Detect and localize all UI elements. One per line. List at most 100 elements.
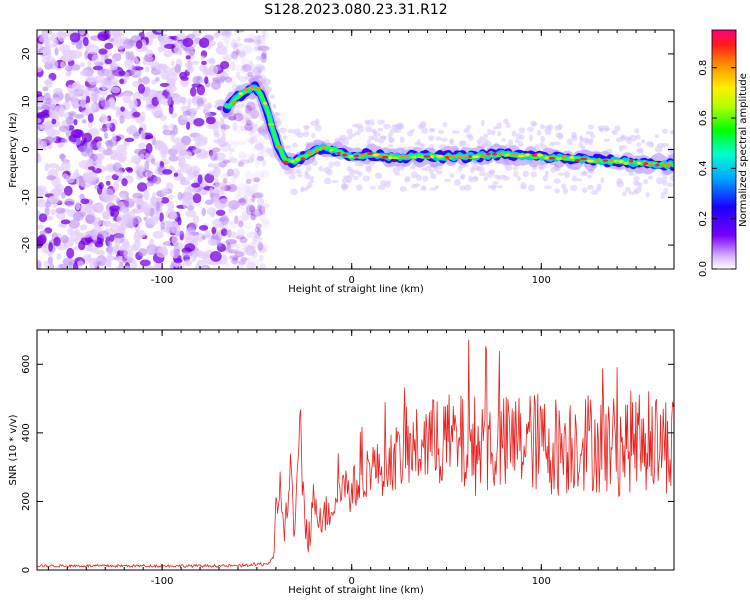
noise-blob [37,118,42,124]
y-tick-label: 200 [21,492,32,511]
noise-blob [50,33,57,43]
ridge-halo [553,178,561,184]
noise-blob [177,216,182,226]
noise-blob [131,259,138,269]
ridge-halo [522,170,530,178]
noise-blob [234,113,245,121]
noise-blob [258,244,270,250]
ridge-peak [435,154,444,158]
noise-blob [225,172,231,177]
noise-blob [79,70,92,77]
noise-blob [257,204,262,211]
ridge-halo [354,131,361,136]
ridge-halo [362,175,371,182]
ridge-halo [562,187,569,195]
noise-blob [155,201,161,212]
noise-blob [37,234,47,245]
noise-blob [228,151,233,162]
ridge-peak [548,156,556,160]
noise-blob [75,137,81,146]
noise-blob [242,115,252,120]
ridge-peak [448,155,456,158]
ridge-peak [461,155,470,159]
noise-blob [69,32,81,43]
ridge-halo [571,175,577,182]
noise-blob [118,51,125,56]
ridge-halo [377,184,386,191]
noise-blob [172,124,178,136]
ridge-halo [377,119,385,125]
noise-blob [91,54,100,64]
noise-blob [227,208,234,214]
noise-blob [189,165,201,176]
noise-blob [138,142,147,149]
ridge-halo [566,138,574,146]
noise-blob [245,199,256,209]
ridge-halo [486,171,494,178]
noise-blob [213,131,221,138]
noise-blob [51,103,56,111]
noise-blob [143,189,150,201]
ridge-halo [624,186,631,193]
ridge-halo [511,130,517,137]
ridge-halo [353,175,359,181]
noise-blob [46,175,56,181]
ridge-halo [272,103,277,109]
ridge-halo [263,78,271,85]
noise-blob [238,203,247,210]
noise-blob [165,182,174,191]
noise-blob [80,198,90,205]
noise-blob [48,263,55,269]
noise-blob [213,163,219,170]
noise-blob [78,175,83,187]
noise-blob [47,256,53,265]
x-tick-label: 0 [349,275,355,286]
noise-blob [87,246,93,252]
noise-blob [89,262,98,269]
noise-blob [71,98,79,110]
noise-blob [252,65,260,72]
noise-blob [37,260,42,269]
noise-blob [126,110,132,115]
ridge-peak [336,151,341,155]
ridge-halo [540,135,546,143]
noise-blob [108,96,115,107]
ridge-halo [404,176,411,181]
ridge-peak [444,156,450,159]
noise-blob [220,228,228,237]
noise-blob [238,220,244,228]
noise-blob [220,122,226,134]
noise-blob [243,190,255,198]
noise-blob [252,236,263,243]
noise-blob [247,139,259,144]
ridge-peak [485,152,491,156]
ridge-halo [512,166,519,171]
noise-blob [241,210,249,222]
noise-blob [238,75,248,83]
noise-blob [247,241,257,250]
noise-blob [220,60,230,70]
ridge-peak [388,156,393,160]
noise-blob [216,241,223,247]
ridge-peak [629,159,634,163]
noise-blob [93,96,105,102]
ridge-peak [423,155,431,158]
ridge-peak [329,148,333,152]
noise-blob [248,122,258,128]
ridge-halo [517,141,524,148]
noise-blob [225,229,236,238]
noise-blob [262,30,270,40]
ridge-halo [372,130,378,135]
noise-blob [247,263,257,269]
noise-blob [209,150,218,162]
noise-blob [60,153,65,162]
noise-blob [106,253,112,263]
noise-blob [171,94,183,103]
noise-blob [250,209,263,217]
ridge-halo [331,179,339,183]
noise-blob [237,51,247,57]
noise-blob [218,161,228,168]
ridge-halo [314,124,322,132]
ridge-halo [478,171,487,177]
ridge-halo [582,187,588,194]
